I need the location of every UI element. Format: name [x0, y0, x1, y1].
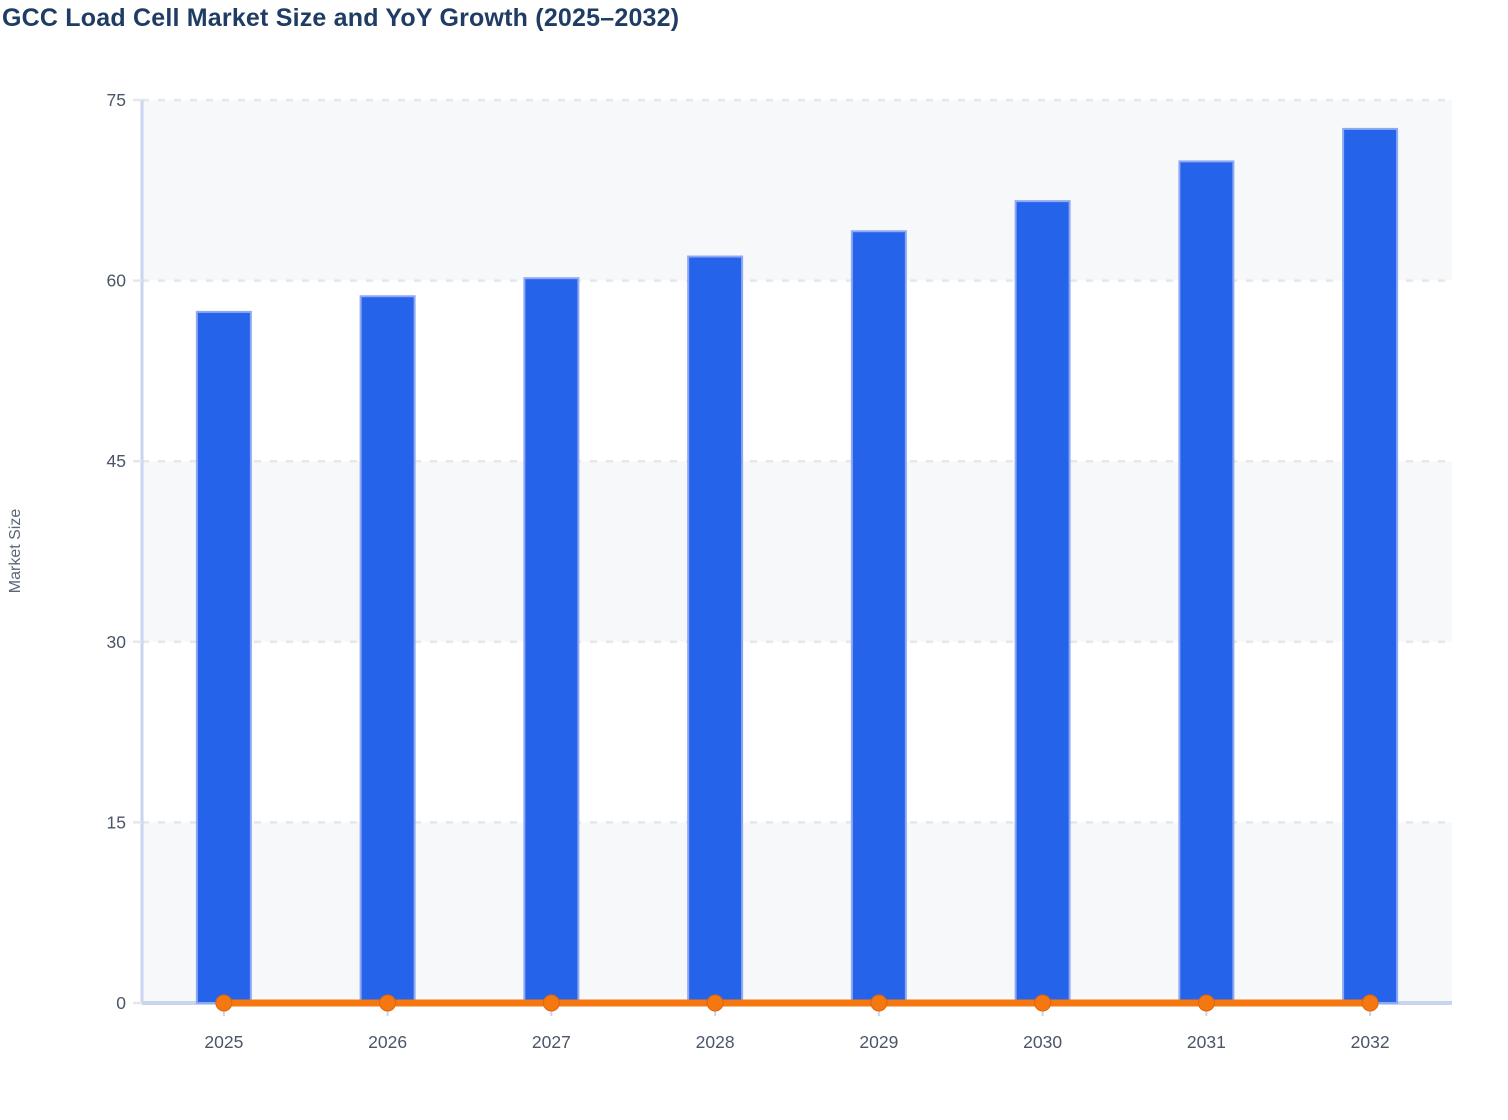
y-tick-label: 30 — [107, 632, 127, 652]
y-tick-label: 15 — [107, 812, 126, 832]
plot-band — [142, 461, 1452, 642]
bar-2032[interactable] — [1342, 127, 1399, 1004]
yoy-marker-2026[interactable] — [379, 994, 397, 1012]
x-tick-label: 2028 — [696, 1032, 735, 1052]
y-tick-label: 45 — [107, 451, 126, 471]
x-tick-label: 2029 — [859, 1032, 898, 1052]
bar-2027[interactable] — [523, 277, 580, 1004]
y-tick-label: 0 — [116, 993, 126, 1013]
x-tick-label: 2032 — [1351, 1032, 1390, 1052]
x-tick-label: 2027 — [532, 1032, 571, 1052]
plot-band — [142, 100, 1452, 281]
bar-2030[interactable] — [1014, 200, 1071, 1005]
chart-title: GCC Load Cell Market Size and YoY Growth… — [2, 4, 680, 32]
yoy-marker-2032[interactable] — [1361, 994, 1379, 1012]
bar-2026[interactable] — [359, 295, 416, 1004]
yoy-marker-2028[interactable] — [706, 994, 724, 1012]
bar-2025[interactable] — [195, 310, 252, 1004]
y-axis-title: Market Size — [7, 508, 24, 594]
x-tick-label: 2026 — [368, 1032, 407, 1052]
y-tick-label: 60 — [107, 271, 127, 291]
y-tick-label: 75 — [107, 90, 126, 110]
yoy-marker-2030[interactable] — [1034, 994, 1052, 1012]
yoy-marker-2027[interactable] — [542, 994, 560, 1012]
bar-2028[interactable] — [687, 255, 744, 1004]
x-tick-label: 2025 — [204, 1032, 243, 1052]
yoy-marker-2029[interactable] — [870, 994, 888, 1012]
bar-2031[interactable] — [1178, 160, 1235, 1005]
yoy-marker-2031[interactable] — [1197, 994, 1215, 1012]
x-tick-label: 2031 — [1187, 1032, 1226, 1052]
yoy-marker-2025[interactable] — [215, 994, 233, 1012]
plot-band — [142, 822, 1452, 1003]
bar-2029[interactable] — [850, 230, 907, 1004]
x-tick-label: 2030 — [1023, 1032, 1062, 1052]
